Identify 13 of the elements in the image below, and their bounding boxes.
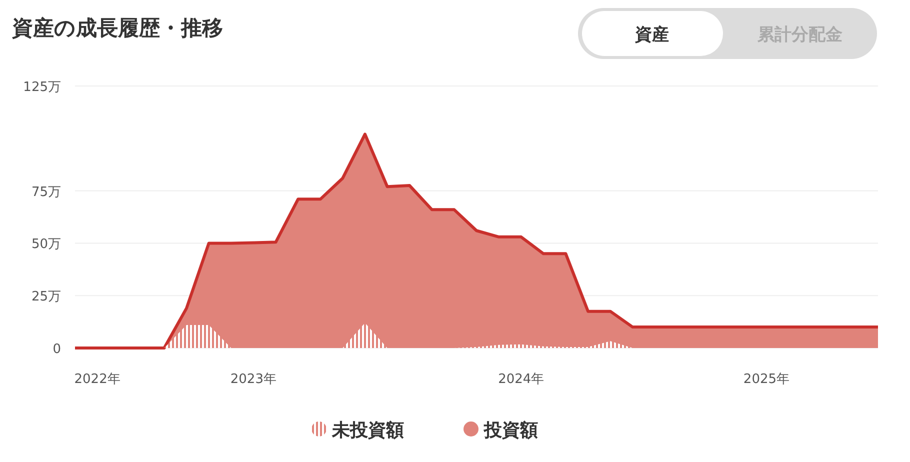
- x-tick-label: 2024年: [498, 372, 544, 387]
- y-tick-label: 75万: [31, 184, 61, 200]
- x-tick-label: 2025年: [743, 372, 790, 387]
- x-tick-label: 2022年: [74, 372, 120, 387]
- legend-label: 投資額: [483, 420, 538, 441]
- y-tick-label: 0: [52, 342, 61, 357]
- text: 資産: [634, 25, 669, 45]
- x-tick-label: 2023年: [230, 372, 276, 387]
- y-tick-label: 25万: [31, 290, 61, 305]
- y-tick-label: 50万: [31, 237, 61, 252]
- chart-title: 資産の成長履歴・推移: [11, 16, 223, 40]
- legend-label: 未投資額: [331, 420, 404, 441]
- y-tick-label: 125万: [23, 80, 61, 95]
